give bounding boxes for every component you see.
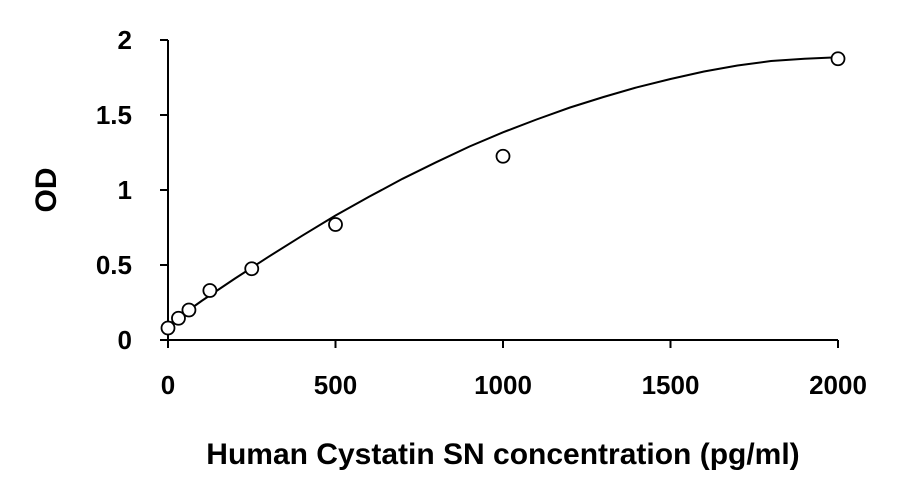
y-ticks: 0 0.5 1 1.5 2 xyxy=(96,25,168,355)
data-points xyxy=(160,51,846,336)
data-point xyxy=(244,261,260,277)
data-point xyxy=(160,320,176,336)
x-tick-label: 0 xyxy=(161,370,175,400)
fit-curve xyxy=(167,56,839,326)
x-ticks: 0 500 1000 1500 2000 xyxy=(161,340,867,400)
x-axis-title: Human Cystatin SN concentration (pg/ml) xyxy=(206,438,799,471)
data-point xyxy=(181,302,197,318)
data-point xyxy=(171,310,186,326)
data-point xyxy=(328,217,343,232)
plot-area: 0 0.5 1 1.5 2 0 500 1000 1500 2000 xyxy=(96,25,867,400)
x-tick-label: 1500 xyxy=(642,370,700,400)
y-tick-label: 2 xyxy=(118,25,132,55)
y-tick-label: 1.5 xyxy=(96,100,132,130)
x-tick-label: 1000 xyxy=(474,370,532,400)
data-point xyxy=(202,283,218,298)
y-axis-title: OD xyxy=(30,168,63,213)
data-point xyxy=(495,148,511,164)
y-tick-label: 1 xyxy=(118,175,132,205)
x-tick-label: 500 xyxy=(314,370,357,400)
x-tick-label: 2000 xyxy=(809,370,867,400)
y-tick-label: 0 xyxy=(118,325,132,355)
data-point xyxy=(830,51,846,67)
y-tick-label: 0.5 xyxy=(96,250,132,280)
